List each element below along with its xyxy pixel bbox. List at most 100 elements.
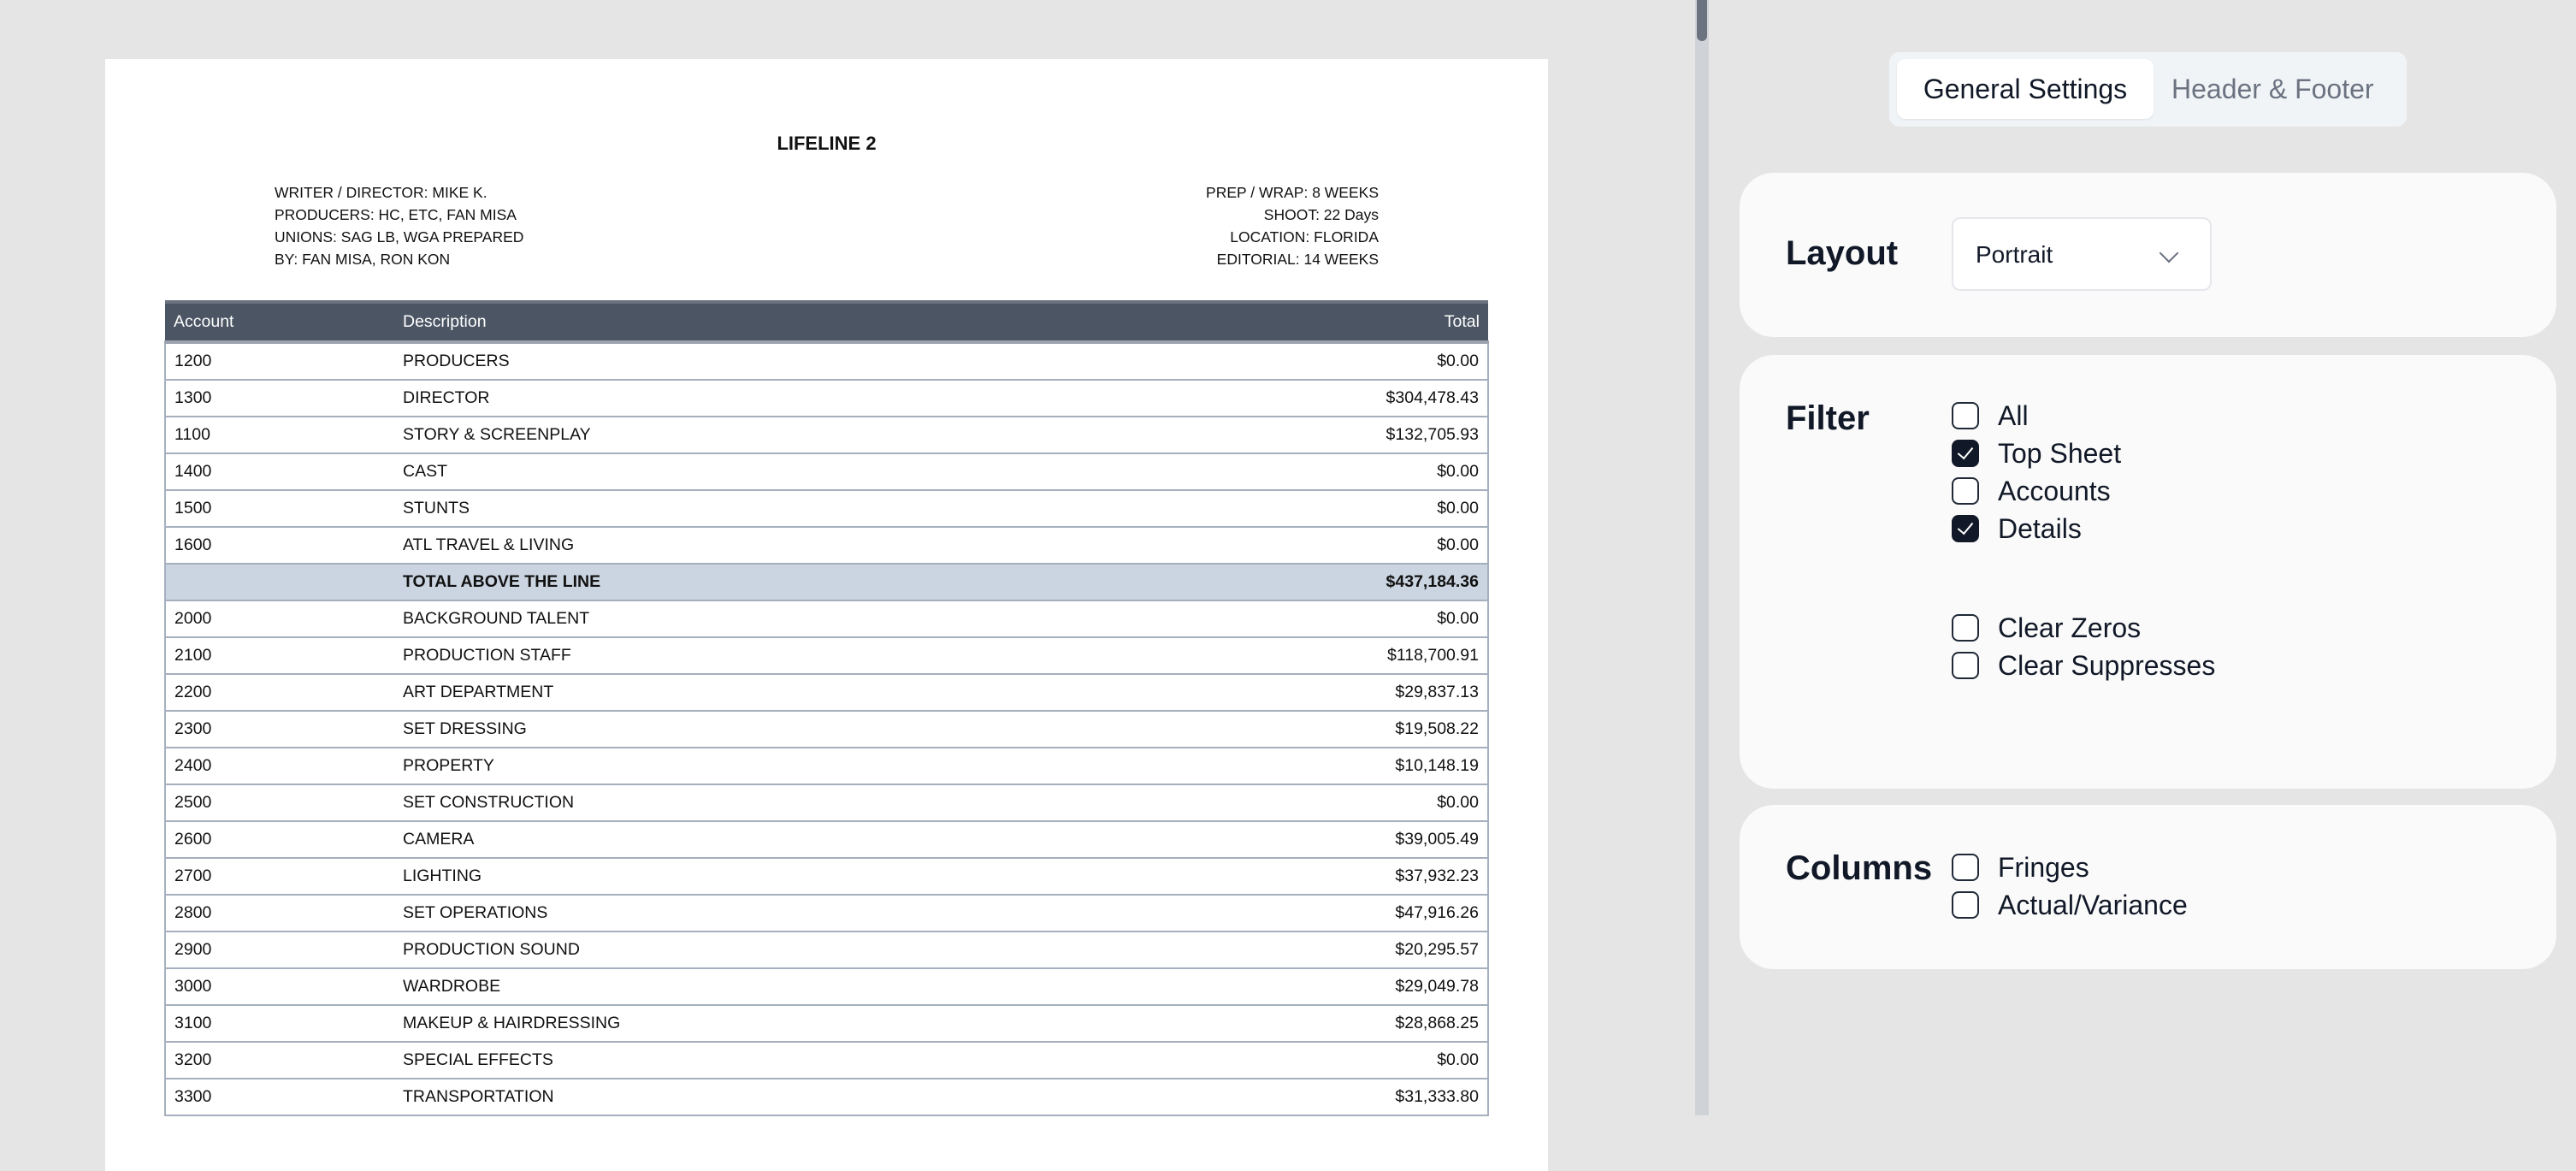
table-row: 3300 TRANSPORTATION $31,333.80 bbox=[164, 1078, 1490, 1116]
cell-total: $28,868.25 bbox=[1137, 1004, 1490, 1043]
document-title: LIFELINE 2 bbox=[777, 133, 877, 154]
cell-account: 3300 bbox=[164, 1078, 394, 1116]
cell-account: 2500 bbox=[164, 784, 394, 822]
cell-account: 2700 bbox=[164, 857, 394, 896]
cell-account: 2200 bbox=[164, 673, 394, 712]
table-row: 1100 STORY & SCREENPLAY $132,705.93 bbox=[164, 416, 1490, 454]
checkbox-fringes[interactable]: Fringes bbox=[1952, 849, 2089, 886]
cell-description: PROPERTY bbox=[394, 747, 1137, 785]
meta-right: PREP / WRAP: 8 WEEKS SHOOT: 22 Days LOCA… bbox=[1206, 181, 1379, 270]
cell-account bbox=[164, 563, 394, 601]
checkbox-unchecked-icon[interactable] bbox=[1952, 477, 1979, 505]
cell-account: 2600 bbox=[164, 820, 394, 859]
table-row: 1200 PRODUCERS $0.00 bbox=[164, 341, 1490, 381]
cell-account: 2900 bbox=[164, 931, 394, 969]
cell-account: 1600 bbox=[164, 526, 394, 565]
checkbox-label: Fringes bbox=[1998, 851, 2089, 883]
cell-description: SPECIAL EFFECTS bbox=[394, 1041, 1137, 1079]
cell-account: 1400 bbox=[164, 452, 394, 491]
cell-account: 3200 bbox=[164, 1041, 394, 1079]
checkbox-details[interactable]: Details bbox=[1952, 510, 2082, 547]
filter-label: Filter bbox=[1786, 399, 1870, 437]
cell-description: CAST bbox=[394, 452, 1137, 491]
cell-total: $19,508.22 bbox=[1137, 710, 1490, 748]
layout-card: Layout Portrait bbox=[1740, 173, 2556, 337]
table-row: 2600 CAMERA $39,005.49 bbox=[164, 820, 1490, 859]
checkbox-label: Clear Suppresses bbox=[1998, 649, 2216, 681]
cell-total: $437,184.36 bbox=[1137, 563, 1490, 601]
meta-by: BY: FAN MISA, RON KON bbox=[275, 251, 451, 268]
cell-description: ART DEPARTMENT bbox=[394, 673, 1137, 712]
checkbox-top-sheet[interactable]: Top Sheet bbox=[1952, 435, 2121, 472]
layout-select-value: Portrait bbox=[1976, 241, 2053, 268]
scrollbar-thumb[interactable] bbox=[1697, 0, 1707, 41]
budget-table: Account Description Total 1200 PRODUCERS $… bbox=[164, 300, 1490, 1116]
column-header-description: Description bbox=[394, 300, 1137, 344]
checkbox-label: Clear Zeros bbox=[1998, 612, 2142, 643]
checkbox-label: Top Sheet bbox=[1998, 437, 2122, 469]
cell-account: 3100 bbox=[164, 1004, 394, 1043]
column-header-account: Account bbox=[165, 300, 394, 344]
table-row: 3200 SPECIAL EFFECTS $0.00 bbox=[164, 1041, 1490, 1079]
cell-account: 2000 bbox=[164, 600, 394, 638]
checkbox-clear-zeros[interactable]: Clear Zeros bbox=[1952, 609, 2141, 647]
cell-total: $29,837.13 bbox=[1137, 673, 1490, 712]
columns-card: Columns Fringes Actual/Variance bbox=[1740, 805, 2556, 969]
cell-total: $20,295.57 bbox=[1137, 931, 1490, 969]
columns-label: Columns bbox=[1786, 849, 1933, 887]
checkbox-label: Details bbox=[1998, 512, 2082, 544]
cell-account: 1500 bbox=[164, 489, 394, 528]
cell-total: $0.00 bbox=[1137, 600, 1490, 638]
checkbox-clear-suppresses[interactable]: Clear Suppresses bbox=[1952, 647, 2215, 684]
cell-description: CAMERA bbox=[394, 820, 1137, 859]
scrollbar-track[interactable] bbox=[1695, 0, 1709, 1115]
cell-description: WARDROBE bbox=[394, 967, 1137, 1006]
checkbox-unchecked-icon[interactable] bbox=[1952, 402, 1979, 429]
checkbox-actual-variance[interactable]: Actual/Variance bbox=[1952, 886, 2188, 924]
checkbox-unchecked-icon[interactable] bbox=[1952, 614, 1979, 642]
cell-total: $10,148.19 bbox=[1137, 747, 1490, 785]
table-row: 1500 STUNTS $0.00 bbox=[164, 489, 1490, 528]
table-row: 2400 PROPERTY $10,148.19 bbox=[164, 747, 1490, 785]
meta-writer: WRITER / DIRECTOR: MIKE K. bbox=[275, 184, 487, 201]
cell-description: ATL TRAVEL & LIVING bbox=[394, 526, 1137, 565]
table-row: 3000 WARDROBE $29,049.78 bbox=[164, 967, 1490, 1006]
total-row: TOTAL ABOVE THE LINE $437,184.36 bbox=[164, 563, 1490, 601]
checkbox-unchecked-icon[interactable] bbox=[1952, 854, 1979, 881]
cell-account: 1300 bbox=[164, 379, 394, 417]
cell-description: PRODUCTION STAFF bbox=[394, 636, 1137, 675]
checkbox-checked-icon[interactable] bbox=[1952, 515, 1979, 542]
cell-total: $0.00 bbox=[1137, 784, 1490, 822]
table-row: 2700 LIGHTING $37,932.23 bbox=[164, 857, 1490, 896]
cell-description: STUNTS bbox=[394, 489, 1137, 528]
cell-description: MAKEUP & HAIRDRESSING bbox=[394, 1004, 1137, 1043]
checkbox-all[interactable]: All bbox=[1952, 397, 2029, 435]
cell-total: $37,932.23 bbox=[1137, 857, 1490, 896]
checkbox-unchecked-icon[interactable] bbox=[1952, 891, 1979, 919]
column-header-total: Total bbox=[1137, 300, 1488, 344]
cell-account: 3000 bbox=[164, 967, 394, 1006]
checkbox-label: Actual/Variance bbox=[1998, 889, 2188, 920]
cell-total: $0.00 bbox=[1137, 341, 1490, 381]
checkbox-accounts[interactable]: Accounts bbox=[1952, 472, 2111, 510]
tab-general-settings[interactable]: General Settings bbox=[1897, 59, 2154, 119]
table-row: 2500 SET CONSTRUCTION $0.00 bbox=[164, 784, 1490, 822]
cell-total: $29,049.78 bbox=[1137, 967, 1490, 1006]
cell-total: $0.00 bbox=[1137, 1041, 1490, 1079]
cell-description: TRANSPORTATION bbox=[394, 1078, 1137, 1116]
checkbox-label: All bbox=[1998, 399, 2029, 431]
table-row: 2900 PRODUCTION SOUND $20,295.57 bbox=[164, 931, 1490, 969]
tab-header-footer[interactable]: Header & Footer bbox=[2171, 74, 2374, 104]
checkbox-checked-icon[interactable] bbox=[1952, 440, 1979, 467]
cell-total: $0.00 bbox=[1137, 526, 1490, 565]
cell-description: LIGHTING bbox=[394, 857, 1137, 896]
table-row: 1600 ATL TRAVEL & LIVING $0.00 bbox=[164, 526, 1490, 565]
layout-select[interactable]: Portrait bbox=[1952, 217, 2212, 291]
meta-shoot: SHOOT: 22 Days bbox=[1263, 206, 1379, 223]
cell-account: 1200 bbox=[164, 341, 394, 381]
cell-total: $0.00 bbox=[1137, 452, 1490, 491]
cell-account: 2800 bbox=[164, 894, 394, 932]
checkbox-unchecked-icon[interactable] bbox=[1952, 652, 1979, 679]
cell-description: TOTAL ABOVE THE LINE bbox=[394, 563, 1137, 601]
document-preview: LIFELINE 2 WRITER / DIRECTOR: MIKE K. PR… bbox=[105, 59, 1548, 1171]
